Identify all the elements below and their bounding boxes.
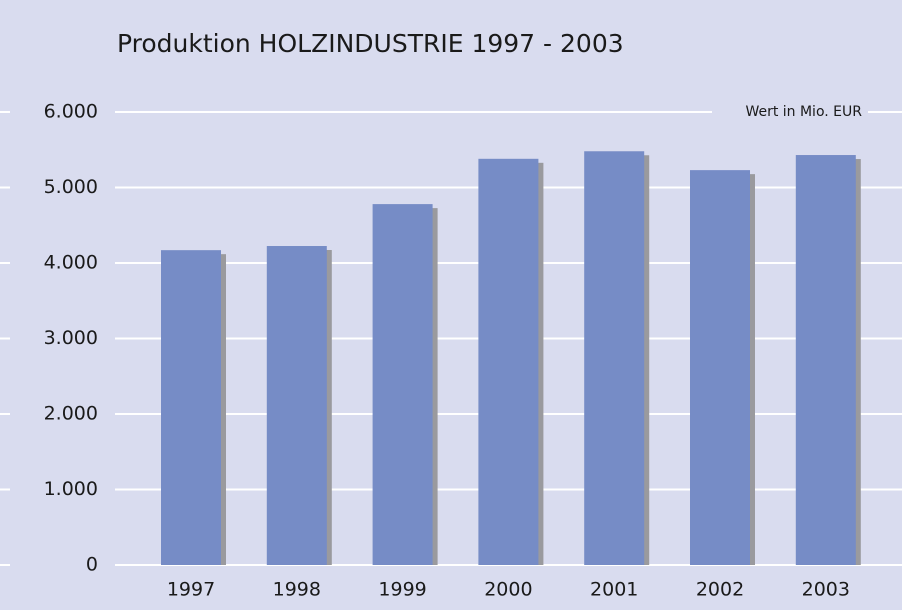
x-tick-label: 2002	[696, 579, 744, 601]
y-tick-label: 2.000	[44, 403, 98, 425]
bar	[584, 151, 645, 565]
y-tick-label: 0	[86, 554, 98, 576]
annotation: Wert in Mio. EUR	[745, 104, 862, 120]
bar	[161, 250, 221, 566]
y-tick-label: 4.000	[44, 252, 98, 274]
x-tick-label: 2003	[802, 579, 850, 601]
bar	[478, 158, 539, 565]
x-tick-label: 1999	[378, 579, 426, 601]
y-tick-label: 3.000	[44, 327, 98, 349]
y-tick-label: 1.000	[44, 478, 98, 500]
y-tick-label: 6.000	[44, 101, 98, 123]
y-tick-label: 5.000	[44, 176, 98, 198]
bar	[372, 204, 433, 566]
x-tick-label: 1998	[273, 579, 321, 601]
x-tick-label: 1997	[167, 579, 215, 601]
bar	[795, 155, 856, 565]
bar	[690, 170, 750, 565]
x-tick-label: 2001	[590, 579, 638, 601]
chart-title: Produktion HOLZINDUSTRIE 1997 - 2003	[117, 29, 624, 58]
annotation-bg	[712, 100, 868, 124]
x-tick-label: 2000	[484, 579, 532, 601]
bar	[266, 246, 327, 565]
